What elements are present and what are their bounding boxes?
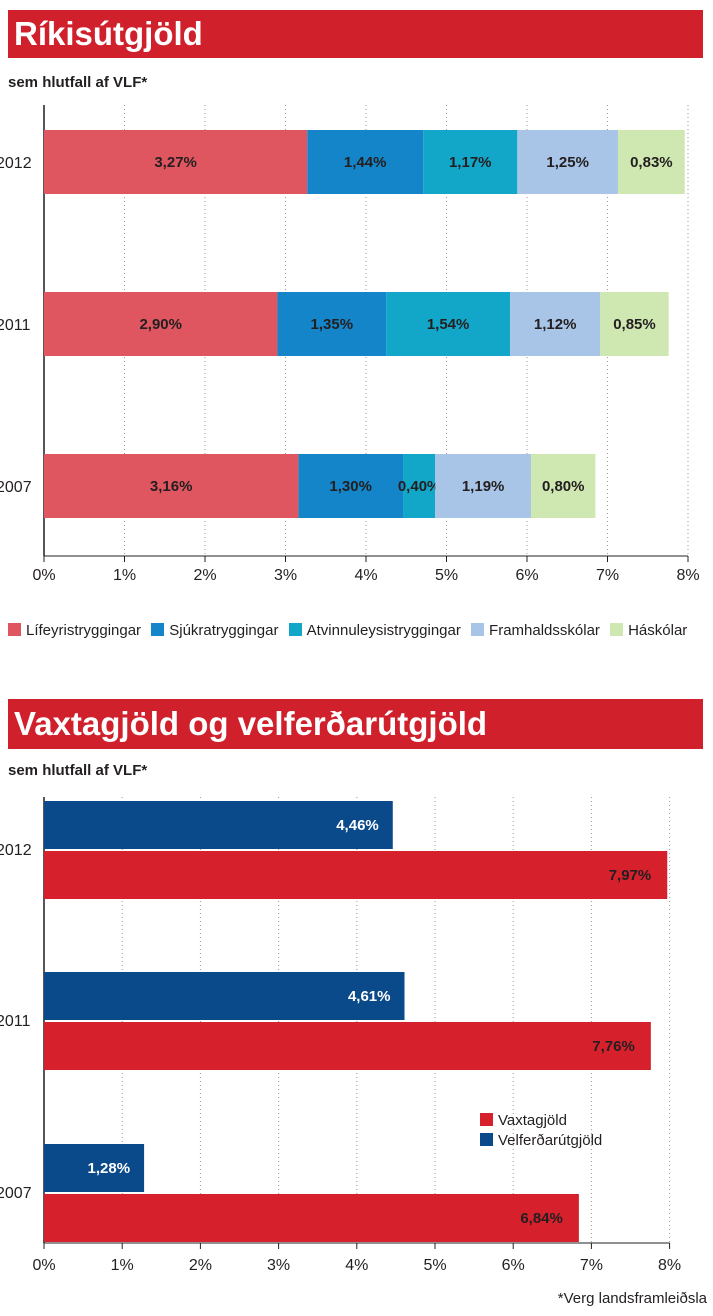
- bar-velferd: [44, 801, 393, 849]
- year-label: 2011: [0, 317, 31, 334]
- bar-value-label: 4,46%: [336, 817, 379, 834]
- bar-value-label: 0,85%: [613, 316, 656, 333]
- legend-label: Framhaldsskólar: [489, 622, 600, 639]
- year-label: 2012: [0, 842, 32, 859]
- x-tick-label: 8%: [658, 1257, 681, 1274]
- chart2-legend: Vaxtagjöld Velferðarútgjöld: [480, 1111, 602, 1151]
- bar-segment: [44, 292, 278, 356]
- bar-value-label: 6,84%: [520, 1210, 563, 1227]
- bar-value-label: 4,61%: [348, 988, 391, 1005]
- bar-value-label: 1,54%: [427, 316, 470, 333]
- bar-value-label: 0,80%: [542, 478, 585, 495]
- legend-item-sjukra: Sjúkratryggingar: [151, 620, 278, 641]
- bar-vaxta: [44, 1194, 579, 1242]
- bar-segment: [517, 130, 618, 194]
- year-label: 2007: [0, 1185, 32, 1202]
- chart2-title: Vaxtagjöld og velferðarútgjöld: [8, 699, 703, 749]
- legend-item-velferd: Velferðarútgjöld: [480, 1131, 602, 1151]
- bar-value-label: 0,40%: [398, 478, 441, 495]
- legend-label: Atvinnuleysistryggingar: [306, 622, 461, 639]
- bar-segment: [423, 130, 518, 194]
- x-tick-label: 1%: [111, 1257, 134, 1274]
- year-label: 2012: [0, 155, 32, 172]
- legend-item-framhalds: Framhaldsskólar: [471, 620, 600, 641]
- legend-label: Vaxtagjöld: [498, 1112, 567, 1129]
- x-tick-label: 3%: [274, 567, 297, 584]
- legend-label: Sjúkratryggingar: [169, 622, 279, 639]
- bar-segment: [386, 292, 511, 356]
- bar-segment: [531, 454, 596, 518]
- bar-value-label: 3,27%: [154, 154, 197, 171]
- chart1-subtitle: sem hlutfall af VLF*: [8, 74, 148, 91]
- x-tick-label: 2%: [189, 1257, 212, 1274]
- bar-value-label: 2,90%: [139, 316, 182, 333]
- bar-value-label: 1,44%: [344, 154, 387, 171]
- swatch-haskolar: [610, 623, 624, 636]
- bar-value-label: 1,35%: [311, 316, 354, 333]
- legend-label: Velferðarútgjöld: [498, 1132, 603, 1149]
- bar-segment: [44, 130, 308, 194]
- x-tick-label: 4%: [354, 567, 377, 584]
- x-tick-label: 7%: [580, 1257, 603, 1274]
- legend-label: Lífeyristryggingar: [26, 622, 142, 639]
- swatch-velferd: [480, 1133, 493, 1146]
- bar-vaxta: [44, 851, 668, 899]
- bar-value-label: 0,83%: [630, 154, 673, 171]
- legend-item-atvinnu: Atvinnuleysistryggingar: [288, 620, 461, 641]
- year-label: 2011: [0, 1013, 31, 1030]
- bar-value-label: 7,97%: [609, 867, 652, 884]
- chart1-plot: 0% 1% 2% 3% 4% 5% 6% 7% 8% 2012 3,27% 1,44% 1,17% 1,2…: [0, 105, 700, 584]
- legend-label: Háskólar: [628, 622, 688, 639]
- bar-segment: [277, 292, 387, 356]
- x-tick-label: 1%: [113, 567, 136, 584]
- x-tick-label: 4%: [345, 1257, 368, 1274]
- legend-item-vaxta: Vaxtagjöld: [480, 1111, 602, 1131]
- x-tick-label: 5%: [435, 567, 458, 584]
- chart2-subtitle: sem hlutfall af VLF*: [8, 762, 148, 779]
- x-tick-label: 3%: [267, 1257, 290, 1274]
- x-tick-label: 8%: [676, 567, 699, 584]
- swatch-framhalds: [471, 623, 485, 636]
- year-label: 2007: [0, 479, 32, 496]
- bar-value-label: 1,17%: [449, 154, 492, 171]
- chart1-title: Ríkisútgjöld: [8, 10, 703, 58]
- legend-item-lifeyris: Lífeyristryggingar: [8, 620, 141, 641]
- x-tick-label: 6%: [502, 1257, 525, 1274]
- bar-segment: [600, 292, 669, 356]
- x-tick-label: 5%: [423, 1257, 446, 1274]
- bar-value-label: 1,28%: [88, 1160, 131, 1177]
- x-tick-label: 0%: [32, 1257, 55, 1274]
- x-tick-label: 6%: [515, 567, 538, 584]
- bar-segment: [435, 454, 532, 518]
- bar-segment: [510, 292, 601, 356]
- bar-segment: [617, 130, 685, 194]
- bar-vaxta: [44, 1022, 651, 1070]
- bar-value-label: 3,16%: [150, 478, 193, 495]
- x-tick-label: 0%: [32, 567, 55, 584]
- swatch-vaxta: [480, 1113, 493, 1126]
- bar-segment: [44, 454, 299, 518]
- bar-value-label: 7,76%: [592, 1038, 635, 1055]
- footnote: *Verg landsframleiðsla: [557, 1290, 707, 1307]
- bar-value-label: 1,12%: [534, 316, 577, 333]
- chart1-legend: Lífeyristryggingar Sjúkratryggingar Atvi…: [8, 620, 698, 641]
- swatch-lifeyris: [8, 623, 21, 636]
- bar-velferd: [44, 1144, 145, 1192]
- swatch-atvinnu: [288, 623, 302, 636]
- bar-value-label: 1,25%: [546, 154, 589, 171]
- bar-value-label: 1,19%: [462, 478, 505, 495]
- swatch-sjukra: [151, 623, 165, 636]
- bar-segment: [307, 130, 424, 194]
- bar-velferd: [44, 972, 405, 1020]
- bar-value-label: 1,30%: [329, 478, 372, 495]
- x-tick-label: 2%: [193, 567, 216, 584]
- legend-item-haskolar: Háskólar: [610, 620, 687, 641]
- bar-segment: [403, 454, 436, 518]
- bar-segment: [298, 454, 404, 518]
- x-tick-label: 7%: [596, 567, 619, 584]
